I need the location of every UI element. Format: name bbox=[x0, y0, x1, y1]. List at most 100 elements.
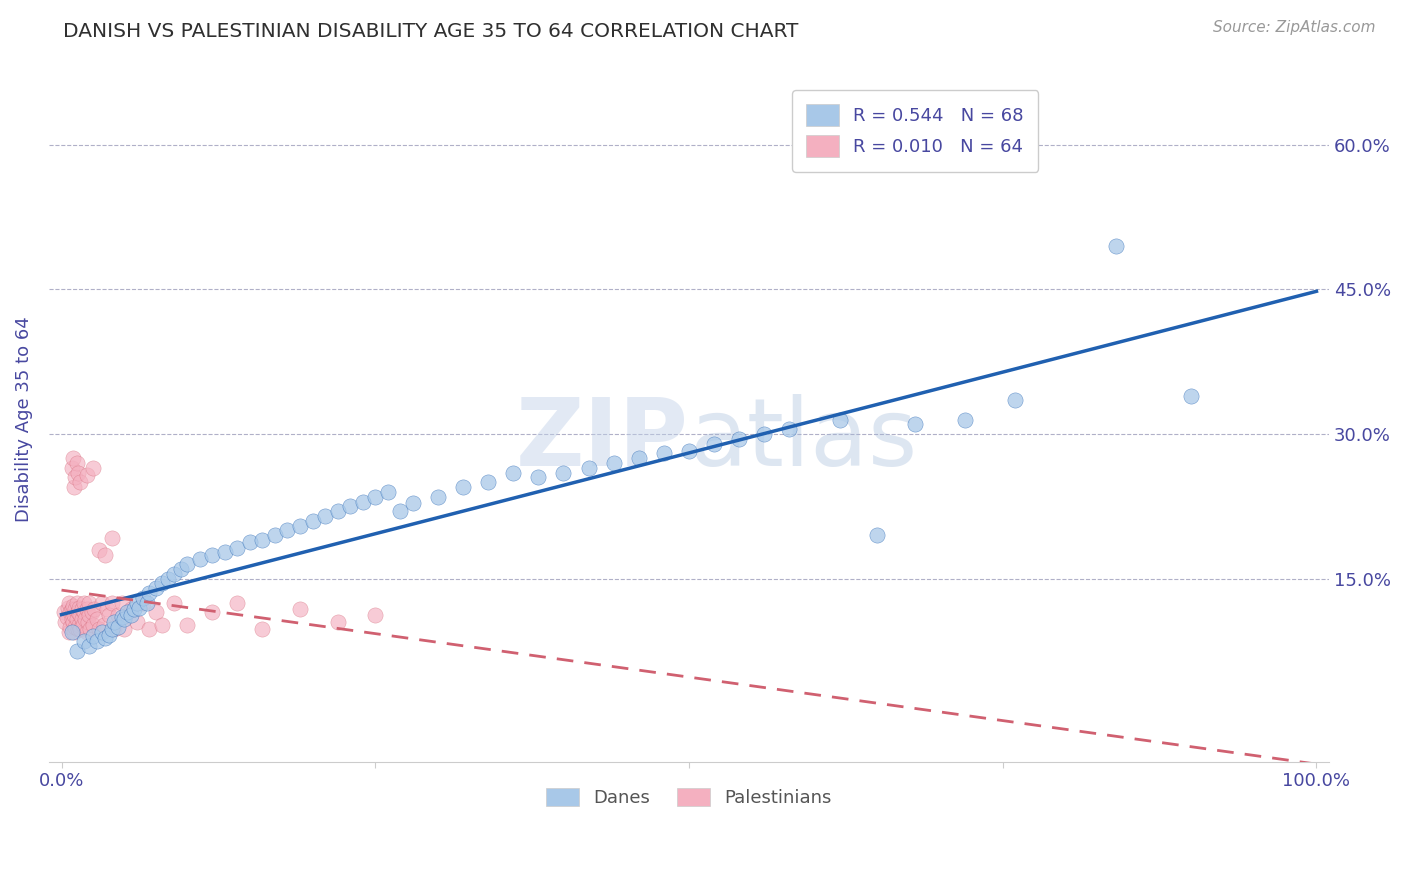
Point bbox=[77, 608, 100, 623]
Point bbox=[128, 600, 150, 615]
Point bbox=[60, 460, 83, 475]
Point bbox=[100, 531, 122, 545]
Point bbox=[201, 606, 224, 620]
Text: Source: ZipAtlas.com: Source: ZipAtlas.com bbox=[1212, 20, 1375, 35]
Point bbox=[314, 508, 336, 523]
Point bbox=[339, 500, 361, 514]
Point bbox=[98, 608, 121, 623]
Point bbox=[96, 602, 118, 616]
Point bbox=[252, 622, 274, 636]
Point bbox=[578, 460, 600, 475]
Point bbox=[65, 596, 87, 610]
Point bbox=[301, 514, 323, 528]
Text: DANISH VS PALESTINIAN DISABILITY AGE 35 TO 64 CORRELATION CHART: DANISH VS PALESTINIAN DISABILITY AGE 35 … bbox=[63, 22, 799, 41]
Point bbox=[65, 456, 87, 470]
Point bbox=[352, 494, 374, 508]
Point bbox=[63, 480, 86, 494]
Point bbox=[58, 624, 80, 639]
Point bbox=[150, 576, 173, 591]
Point bbox=[1180, 388, 1202, 402]
Point bbox=[866, 528, 889, 542]
Point bbox=[451, 480, 474, 494]
Point bbox=[252, 533, 274, 547]
Point bbox=[135, 596, 157, 610]
Point bbox=[69, 475, 91, 490]
Point bbox=[90, 596, 112, 610]
Point bbox=[132, 591, 155, 605]
Point bbox=[326, 504, 349, 518]
Point bbox=[107, 620, 129, 634]
Point bbox=[76, 624, 98, 639]
Point bbox=[76, 602, 98, 616]
Point bbox=[288, 518, 311, 533]
Point bbox=[66, 606, 89, 620]
Point bbox=[79, 622, 101, 636]
Point bbox=[112, 622, 135, 636]
Point bbox=[65, 620, 87, 634]
Point bbox=[176, 557, 198, 571]
Point bbox=[67, 618, 90, 632]
Point bbox=[120, 608, 142, 623]
Point bbox=[124, 602, 146, 616]
Point bbox=[62, 599, 84, 613]
Point bbox=[1004, 393, 1026, 408]
Point bbox=[904, 417, 927, 432]
Point bbox=[65, 644, 87, 658]
Point bbox=[226, 596, 249, 610]
Point bbox=[82, 460, 104, 475]
Point bbox=[828, 412, 851, 426]
Point bbox=[66, 466, 89, 480]
Point bbox=[111, 596, 134, 610]
Point bbox=[111, 610, 134, 624]
Point bbox=[94, 548, 117, 562]
Point bbox=[94, 632, 117, 646]
Point bbox=[120, 602, 142, 616]
Point bbox=[77, 596, 100, 610]
Point bbox=[502, 466, 524, 480]
Text: ZIP: ZIP bbox=[516, 394, 689, 486]
Point bbox=[728, 432, 751, 446]
Point bbox=[89, 542, 111, 557]
Point bbox=[163, 596, 186, 610]
Point bbox=[703, 436, 725, 450]
Point bbox=[82, 630, 104, 644]
Point bbox=[145, 582, 167, 596]
Point bbox=[553, 466, 575, 480]
Point bbox=[76, 467, 98, 482]
Point bbox=[65, 470, 87, 484]
Point bbox=[652, 446, 675, 460]
Point bbox=[65, 612, 87, 626]
Point bbox=[83, 602, 105, 616]
Point bbox=[107, 608, 129, 623]
Point bbox=[112, 612, 135, 626]
Point bbox=[73, 606, 96, 620]
Point bbox=[93, 618, 115, 632]
Point bbox=[678, 444, 700, 458]
Point bbox=[100, 596, 122, 610]
Point bbox=[69, 622, 91, 636]
Point bbox=[60, 624, 83, 639]
Point bbox=[53, 606, 76, 620]
Point bbox=[62, 451, 84, 466]
Point bbox=[326, 615, 349, 629]
Point bbox=[90, 624, 112, 639]
Point bbox=[364, 490, 387, 504]
Point bbox=[138, 622, 160, 636]
Point bbox=[1105, 239, 1128, 253]
Point bbox=[77, 639, 100, 653]
Point bbox=[754, 427, 776, 442]
Point bbox=[157, 572, 180, 586]
Point bbox=[276, 524, 298, 538]
Point bbox=[163, 566, 186, 581]
Point bbox=[103, 615, 125, 629]
Point bbox=[66, 622, 89, 636]
Point bbox=[389, 504, 412, 518]
Y-axis label: Disability Age 35 to 64: Disability Age 35 to 64 bbox=[15, 317, 32, 523]
Point bbox=[67, 600, 90, 615]
Point bbox=[70, 602, 93, 616]
Point bbox=[288, 602, 311, 616]
Point bbox=[176, 618, 198, 632]
Point bbox=[82, 618, 104, 632]
Point bbox=[201, 548, 224, 562]
Point bbox=[73, 634, 96, 648]
